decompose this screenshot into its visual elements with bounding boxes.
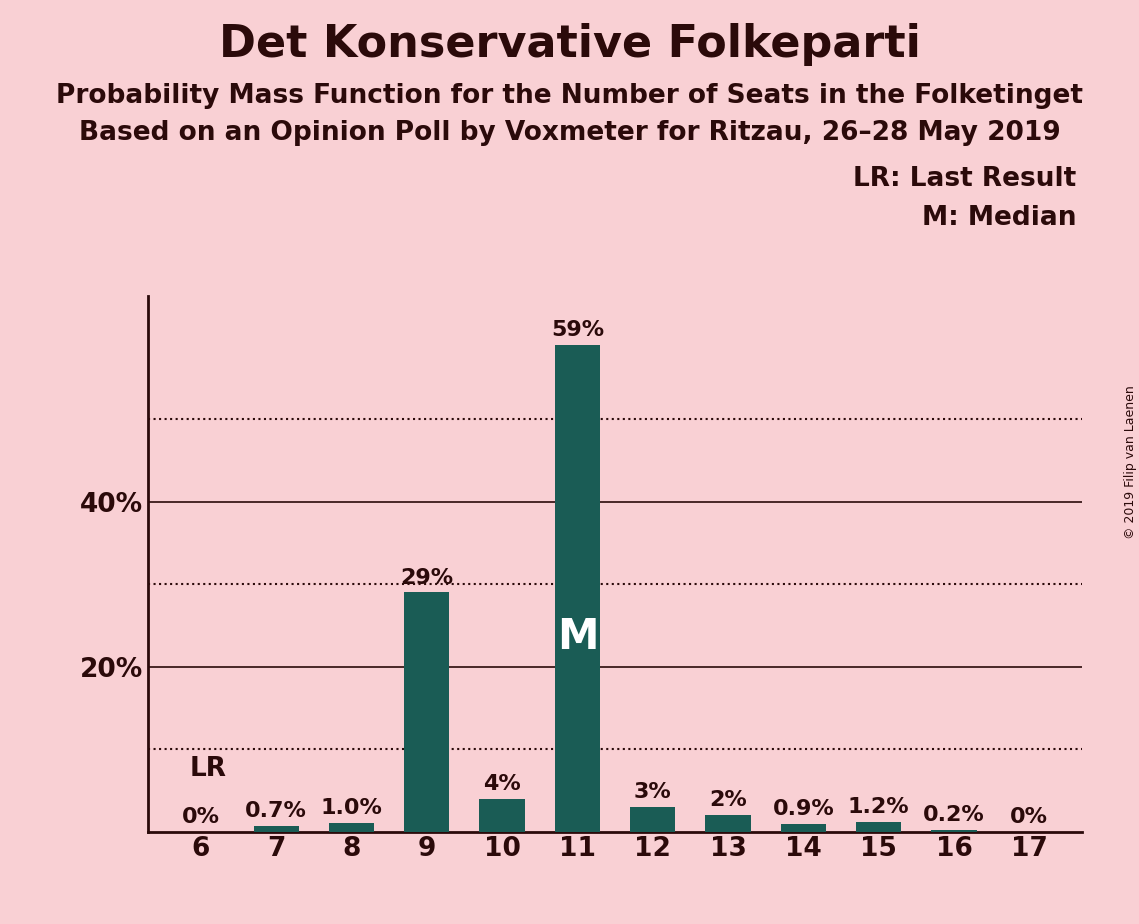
Text: 0%: 0%	[1010, 807, 1048, 827]
Bar	[404, 592, 450, 832]
Text: 1.0%: 1.0%	[320, 798, 383, 819]
Text: 0.9%: 0.9%	[772, 799, 834, 820]
Text: M: Median: M: Median	[921, 205, 1076, 231]
Bar	[705, 815, 751, 832]
Text: Probability Mass Function for the Number of Seats in the Folketinget: Probability Mass Function for the Number…	[56, 83, 1083, 109]
Text: LR: LR	[189, 756, 227, 782]
Bar	[932, 830, 976, 832]
Text: Based on an Opinion Poll by Voxmeter for Ritzau, 26–28 May 2019: Based on an Opinion Poll by Voxmeter for…	[79, 120, 1060, 146]
Text: 59%: 59%	[551, 321, 604, 340]
Text: 4%: 4%	[483, 773, 521, 794]
Text: 3%: 3%	[633, 782, 672, 802]
Bar	[780, 824, 826, 832]
Text: LR: Last Result: LR: Last Result	[853, 166, 1076, 192]
Text: 0.7%: 0.7%	[245, 801, 308, 821]
Text: 0%: 0%	[182, 807, 220, 827]
Bar	[480, 798, 525, 832]
Text: M: M	[557, 616, 598, 658]
Bar	[555, 346, 600, 832]
Text: Det Konservative Folkeparti: Det Konservative Folkeparti	[219, 23, 920, 67]
Text: 2%: 2%	[710, 790, 747, 810]
Text: © 2019 Filip van Laenen: © 2019 Filip van Laenen	[1124, 385, 1137, 539]
Text: 29%: 29%	[400, 567, 453, 588]
Bar	[630, 807, 675, 832]
Text: 0.2%: 0.2%	[923, 805, 985, 825]
Bar	[254, 826, 298, 832]
Bar	[857, 821, 901, 832]
Bar	[329, 823, 374, 832]
Text: 1.2%: 1.2%	[847, 796, 910, 817]
